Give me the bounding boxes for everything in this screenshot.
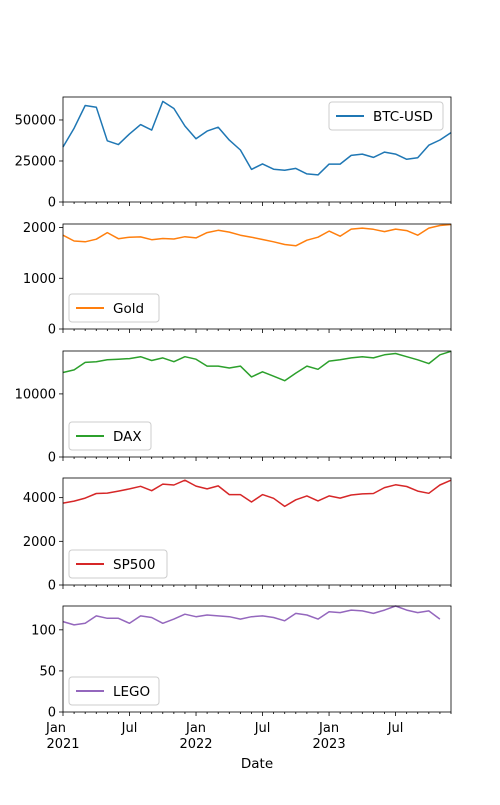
legend-box xyxy=(68,293,160,323)
panel-gold: 0 1000 2000 Gold xyxy=(23,221,452,338)
series-line xyxy=(62,223,452,247)
series-line xyxy=(62,605,441,626)
x-tick-label: Jan xyxy=(185,721,206,736)
x-axis-label: Date xyxy=(241,756,273,772)
legend: BTC-USD xyxy=(328,101,444,131)
x-tick-label: Jul xyxy=(254,721,271,736)
y-tick-label: 50000 xyxy=(15,113,56,128)
y-tick-label: 0 xyxy=(48,451,56,466)
x-tick-label: Jan xyxy=(318,721,339,736)
x-tick-label: Jan xyxy=(45,721,66,736)
plot-frame xyxy=(62,96,452,203)
plot-frame xyxy=(62,350,452,458)
legend-box xyxy=(68,421,152,451)
x-tick-year-label: 2023 xyxy=(313,737,346,752)
y-tick-label: 100 xyxy=(31,623,56,638)
y-tick-label: 0 xyxy=(48,706,56,721)
series-line xyxy=(62,100,452,176)
x-tick-year-label: 2022 xyxy=(179,737,212,752)
y-tick-label: 1000 xyxy=(23,272,56,287)
x-tick-label: Jul xyxy=(387,721,404,736)
legend-label: BTC-USD xyxy=(373,109,433,125)
legend: SP500 xyxy=(68,549,168,579)
y-tick-label: 4000 xyxy=(23,491,56,506)
legend-label: SP500 xyxy=(113,557,155,573)
legend-box xyxy=(68,549,168,579)
y-tick-label: 2000 xyxy=(23,535,56,550)
y-tick-label: 50 xyxy=(39,664,56,679)
legend: LEGO xyxy=(68,676,160,706)
panel-sp500: 0 2000 4000 SP500 xyxy=(23,477,452,594)
y-tick-label: 10000 xyxy=(15,387,56,402)
panel-lego: 0 50 100 LEGO xyxy=(31,605,452,721)
plot-frame xyxy=(62,605,452,713)
y-tick-label: 0 xyxy=(48,323,56,338)
y-tick-label: 25000 xyxy=(15,154,56,169)
legend: DAX xyxy=(68,421,152,451)
x-tick-label: Jul xyxy=(121,721,138,736)
plot-frame xyxy=(62,477,452,586)
legend-label: DAX xyxy=(113,429,142,445)
y-tick-label: 2000 xyxy=(23,221,56,236)
x-tick-year-label: 2021 xyxy=(46,737,79,752)
panel-btc-usd: 0 25000 50000 BTC-USD xyxy=(15,96,452,211)
legend-label: Gold xyxy=(113,301,144,317)
panel-dax: 0 10000 DAX xyxy=(15,350,452,466)
legend-box xyxy=(68,676,160,706)
series-line xyxy=(62,479,452,508)
y-tick-label: 0 xyxy=(48,579,56,594)
series-line xyxy=(62,350,452,382)
legend-label: LEGO xyxy=(113,684,150,700)
legend-box xyxy=(328,101,444,131)
legend: Gold xyxy=(68,293,160,323)
plot-frame xyxy=(62,223,452,330)
y-tick-label: 0 xyxy=(48,196,56,211)
